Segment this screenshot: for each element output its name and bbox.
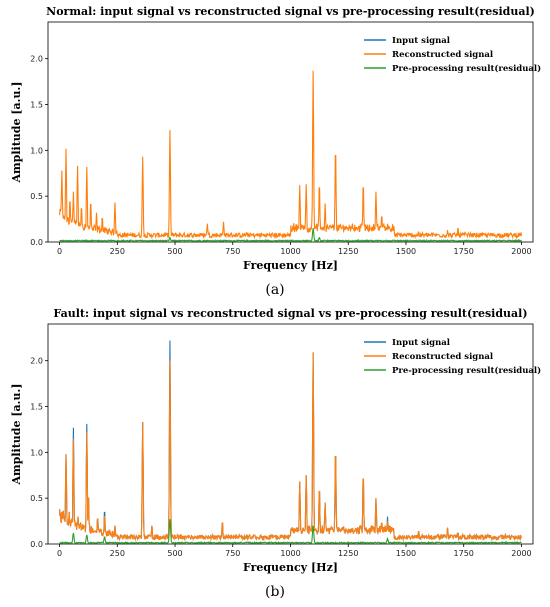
legend-entry: Reconstructed signal [392,352,494,362]
x-tick-label: 750 [225,247,240,256]
y-tick-label: 0.0 [30,238,43,247]
x-axis-label: Frequency [Hz] [243,561,338,574]
x-tick-label: 500 [167,247,182,256]
x-tick-label: 1500 [396,549,416,558]
y-tick-label: 1.0 [30,448,43,457]
y-tick-label: 2.0 [30,55,43,64]
y-tick-label: 0.5 [30,192,43,201]
x-tick-label: 1500 [396,247,416,256]
x-tick-label: 1000 [280,247,300,256]
chart-normal: Normal: input signal vs reconstructed si… [10,5,541,272]
x-tick-label: 2000 [511,549,531,558]
x-tick-label: 1750 [454,247,474,256]
chart-fault: Fault: input signal vs reconstructed sig… [10,307,541,574]
x-tick-label: 1250 [338,247,358,256]
x-tick-label: 750 [225,549,240,558]
x-tick-label: 0 [57,247,62,256]
x-tick-label: 0 [57,549,62,558]
caption-b: (b) [265,584,285,600]
legend-entry: Input signal [392,36,451,46]
chart-title: Normal: input signal vs reconstructed si… [46,5,535,18]
legend-entry: Input signal [392,338,451,348]
x-axis-label: Frequency [Hz] [243,259,338,272]
x-tick-label: 2000 [511,247,531,256]
y-axis-label: Amplitude [a.u.] [10,383,23,485]
legend-entry: Pre-processing result(residual) [392,63,541,74]
legend-entry: Pre-processing result(residual) [392,365,541,376]
y-tick-label: 2.0 [30,357,43,366]
series-line-residual [59,228,522,242]
x-tick-label: 250 [110,549,125,558]
x-tick-label: 1000 [280,549,300,558]
y-tick-label: 0.0 [30,540,43,549]
x-tick-label: 500 [167,549,182,558]
y-axis-label: Amplitude [a.u.] [10,81,23,183]
legend-entry: Reconstructed signal [392,50,494,60]
x-tick-label: 1750 [454,549,474,558]
x-tick-label: 1250 [338,549,358,558]
series-line-residual [59,519,522,544]
y-tick-label: 1.5 [30,403,43,412]
y-tick-label: 1.0 [30,146,43,155]
x-tick-label: 250 [110,247,125,256]
series-line-reconstructed-signal [59,70,522,240]
series-line-reconstructed-signal [59,352,522,542]
chart-title: Fault: input signal vs reconstructed sig… [53,307,527,320]
y-tick-label: 1.5 [30,101,43,110]
caption-a: (a) [265,282,285,298]
y-tick-label: 0.5 [30,494,43,503]
